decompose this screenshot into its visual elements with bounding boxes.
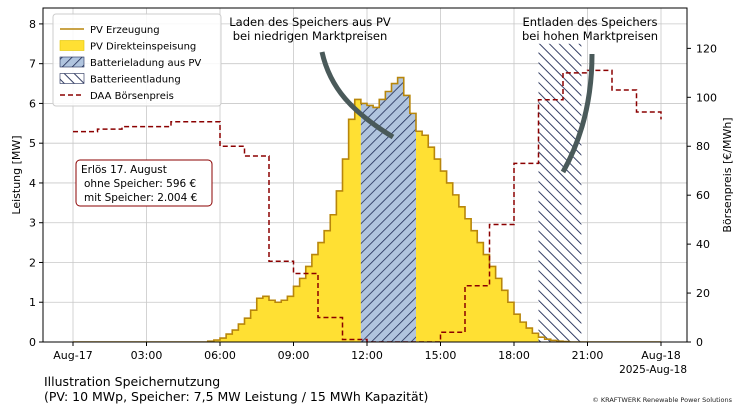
footer-subtitle: (PV: 10 MWp, Speicher: 7,5 MW Leistung /… (44, 389, 429, 404)
footer-title: Illustration Speichernutzung (44, 374, 221, 389)
revenue-with-storage: mit Speicher: 2.004 € (84, 192, 197, 204)
legend-swatch-discharge (59, 73, 85, 84)
x-tick-label: Aug-18 (641, 349, 680, 362)
legend-label-pv: PV Erzeugung (90, 25, 160, 36)
revenue-title: Erlös 17. August (81, 164, 167, 176)
x-tick-label: 12:00 (351, 349, 383, 362)
y2-tick-label: 80 (696, 140, 710, 153)
legend-swatch-direct (59, 40, 85, 51)
footer-title-block: Illustration Speichernutzung (PV: 10 MWp… (44, 374, 428, 404)
direct-feed-area-afternoon (416, 131, 576, 342)
y-tick-label: 5 (29, 137, 36, 150)
y2-axis-label: Börsenpreis [€/MWh] (721, 117, 734, 232)
direct-feed-area-morning (207, 99, 361, 342)
discharge-arrow (560, 53, 595, 174)
legend-label-charge: Batterieladung aus PV (90, 58, 201, 69)
legend-label-direct: PV Direkteinspeisung (90, 42, 196, 53)
price-line (73, 69, 662, 342)
y-tick-label: 6 (29, 97, 36, 110)
legend: PV Erzeugung PV Direkteinspeisung Batterie… (52, 13, 222, 107)
y-tick-label: 7 (29, 58, 36, 71)
legend-label-discharge: Batterieentladung (90, 75, 181, 86)
x-tick-label: 03:00 (131, 349, 163, 362)
revenue-box: Erlös 17. August ohne Speicher: 596 € mi… (75, 159, 213, 207)
y2-tick-label: 40 (696, 238, 710, 251)
x-tick-label: 21:00 (572, 349, 604, 362)
charge-arrow (319, 51, 395, 140)
y-tick-label: 1 (29, 296, 36, 309)
y2-tick-label: 0 (696, 336, 703, 349)
legend-box (52, 13, 222, 107)
data-series (73, 43, 662, 342)
legend-swatch-charge (59, 56, 85, 68)
battery-charging-area (360, 77, 416, 342)
y2-tick-label: 100 (696, 91, 717, 104)
legend-label-price: DAA Börsenpreis (90, 91, 174, 102)
y-axis-label: Leistung [MW] (10, 135, 23, 214)
y-tick-label: 4 (29, 177, 36, 190)
x-tick-label: Aug-17 (53, 349, 92, 362)
y2-tick-label: 120 (696, 42, 717, 55)
discharge-annotation-line2: bei hohen Marktpreisen (522, 29, 658, 43)
y-tick-label: 3 (29, 217, 36, 230)
y2-tick-label: 60 (696, 189, 710, 202)
revenue-without-storage: ohne Speicher: 596 € (84, 178, 196, 190)
x-offset-label: 2025-Aug-18 (619, 364, 687, 376)
battery-discharging-area (538, 43, 582, 342)
charge-annotation-line2: bei niedrigen Marktpreisen (233, 29, 388, 43)
y2-tick-label: 20 (696, 287, 710, 300)
plot-frame (42, 7, 688, 343)
discharge-annotation-line1: Entladen des Speichers (523, 15, 658, 29)
charge-annotation-line1: Laden des Speichers aus PV (229, 15, 391, 29)
x-tick-label: 18:00 (498, 349, 530, 362)
x-tick-label: 15:00 (425, 349, 457, 362)
y-tick-label: 8 (29, 18, 36, 31)
y-tick-label: 0 (29, 336, 36, 349)
x-tick-label: 09:00 (278, 349, 310, 362)
annotations: Laden des Speichers aus PV bei niedrigen… (229, 15, 658, 174)
pv-generation-line (73, 76, 661, 342)
x-tick-label: 06:00 (204, 349, 236, 362)
revenue-box-frame (75, 159, 213, 207)
copyright: © KRAFTWERK Renewable Power Solutions (592, 396, 732, 404)
y-tick-label: 2 (29, 256, 36, 269)
